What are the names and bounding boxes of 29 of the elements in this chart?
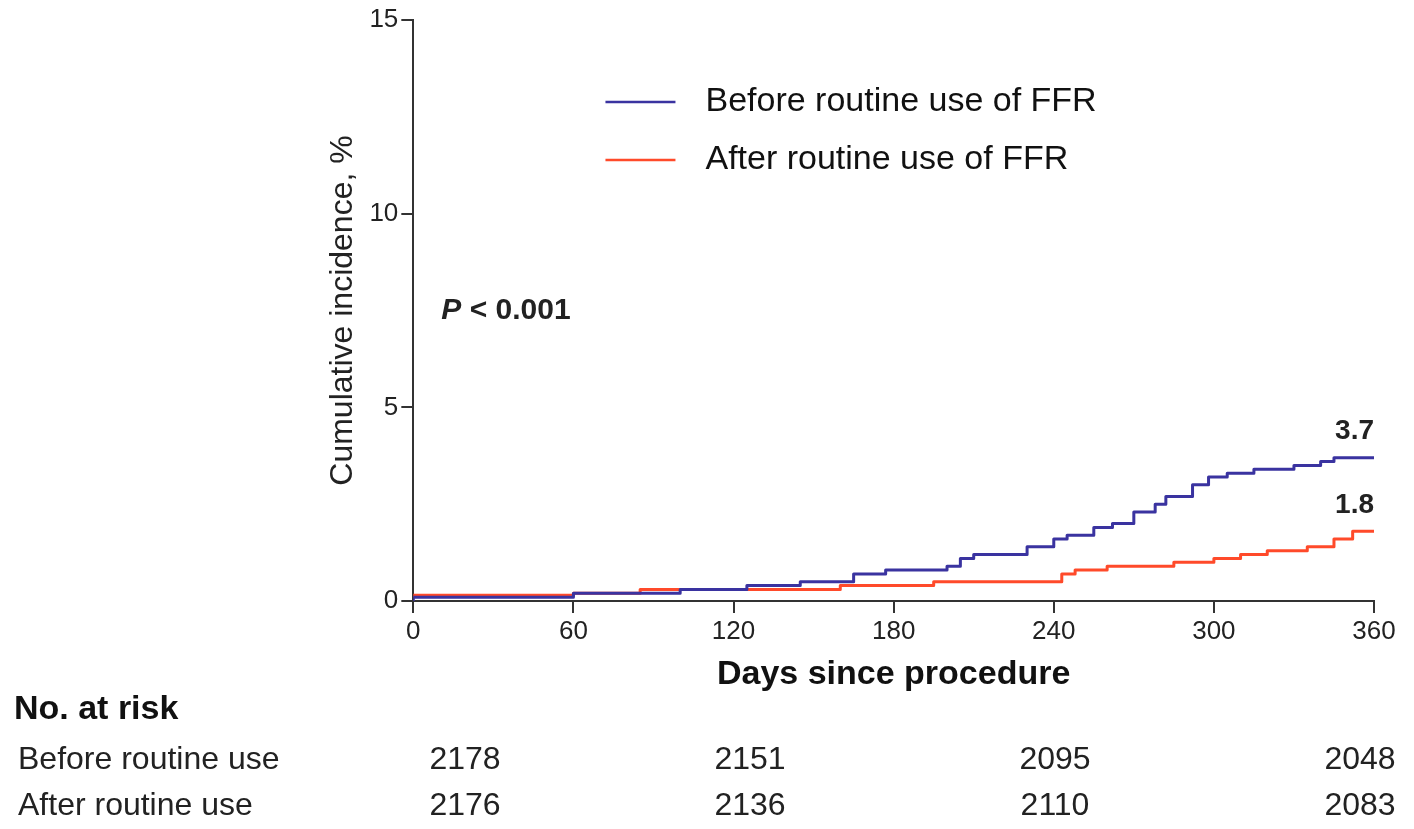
text: 2048 [1324, 740, 1396, 777]
annotation: 3.7 [1335, 414, 1374, 446]
x-tick-label: 360 [1352, 614, 1396, 645]
x-tick-label: 0 [406, 614, 421, 645]
y-tick-label: 10 [369, 196, 399, 227]
annotation: 1.8 [1335, 488, 1374, 519]
text: 2136 [714, 786, 786, 823]
annotation: P < 0.001 [441, 291, 571, 325]
text: 2151 [714, 740, 786, 777]
text: 2110 [1020, 786, 1090, 823]
text: No. at risk [14, 688, 179, 727]
x-tick-label: 300 [1192, 614, 1236, 645]
text: 2176 [429, 786, 501, 823]
x-tick-label: 60 [558, 614, 588, 645]
x-tick-label: 120 [711, 614, 756, 645]
x-tick-label: 240 [1032, 614, 1076, 645]
text: 2178 [429, 740, 501, 777]
y-tick-label: 15 [369, 3, 399, 34]
y-tick-label: 5 [383, 390, 399, 421]
x-axis-title: Days since procedure [716, 652, 1071, 691]
x-tick-label: 180 [871, 614, 916, 645]
text: After routine use [18, 786, 253, 823]
text: Before routine use [18, 740, 280, 777]
legend-label: After routine use of FFR [705, 138, 1069, 177]
y-axis-title: Cumulative incidence, % [323, 135, 360, 486]
text: 2095 [1019, 740, 1091, 777]
y-tick-label: 0 [383, 584, 399, 615]
text: 2083 [1324, 786, 1396, 823]
legend-label: Before routine use of FFR [705, 80, 1097, 119]
